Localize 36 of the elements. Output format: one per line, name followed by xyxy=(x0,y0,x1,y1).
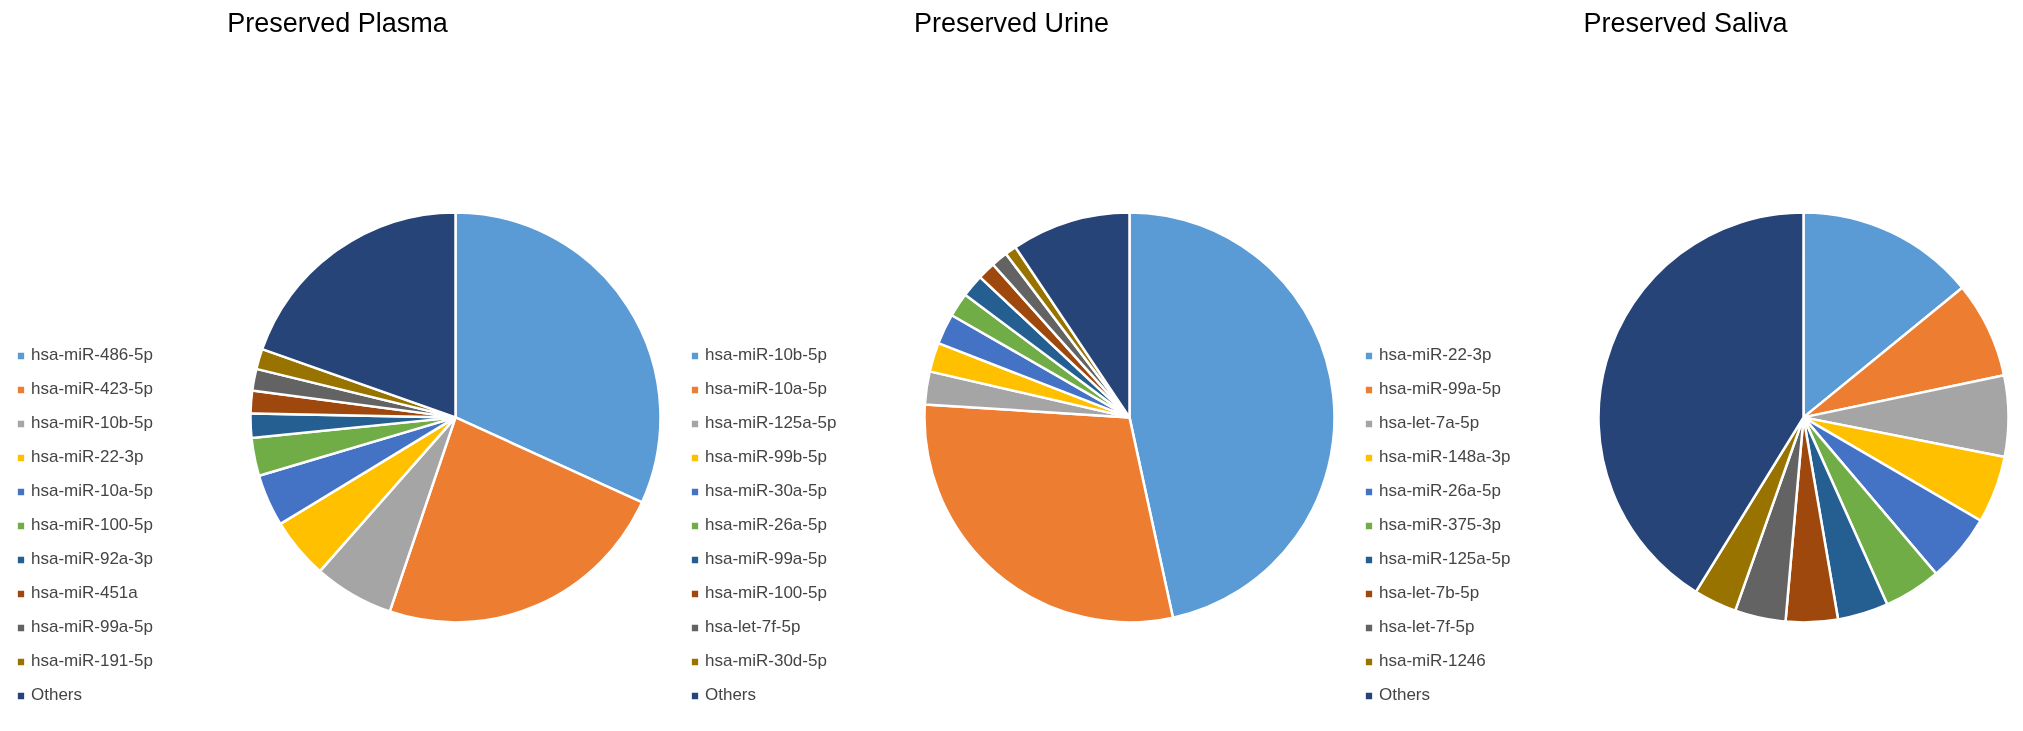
legend-label: hsa-miR-100-5p xyxy=(705,583,827,603)
legend-label: hsa-miR-30d-5p xyxy=(705,651,827,671)
legend-label: hsa-miR-10a-5p xyxy=(705,379,827,399)
legend-label: Others xyxy=(1379,685,1431,705)
legend-label: hsa-miR-10a-5p xyxy=(31,481,153,501)
legend-label: hsa-miR-10b-5p xyxy=(705,345,827,365)
legend-label: Others xyxy=(31,685,83,705)
legend-label: hsa-miR-99b-5p xyxy=(705,447,827,467)
legend-label: hsa-miR-30a-5p xyxy=(705,481,827,501)
legend-label: hsa-miR-191-5p xyxy=(31,651,153,671)
chart-title: Preserved Urine xyxy=(913,7,1110,38)
legend-label: hsa-miR-100-5p xyxy=(31,515,153,535)
legend-label: hsa-miR-26a-5p xyxy=(705,515,827,535)
legend-label: hsa-miR-99a-5p xyxy=(31,617,153,637)
legend-label: hsa-let-7f-5p xyxy=(705,617,801,637)
legend-label: hsa-miR-125a-5p xyxy=(1379,549,1511,569)
legend-label: hsa-miR-148a-3p xyxy=(1379,447,1511,467)
legend-label: hsa-miR-451a xyxy=(31,583,138,603)
legend-label: hsa-miR-1246 xyxy=(1379,651,1486,671)
legend-label: hsa-miR-92a-3p xyxy=(31,549,153,569)
legend-label: hsa-let-7f-5p xyxy=(1379,617,1475,637)
legend-label: hsa-miR-99a-5p xyxy=(705,549,827,569)
legend-label: hsa-let-7a-5p xyxy=(1379,413,1480,433)
chart-title: Preserved Saliva xyxy=(1583,7,1789,38)
legend-label: Others xyxy=(705,685,757,705)
legend-label: hsa-miR-26a-5p xyxy=(1379,481,1501,501)
legend-label: hsa-miR-125a-5p xyxy=(705,413,837,433)
legend-label: hsa-miR-423-5p xyxy=(31,379,153,399)
legend-label: hsa-miR-22-3p xyxy=(1379,345,1492,365)
legend-label: hsa-miR-10b-5p xyxy=(31,413,153,433)
chart-title: Preserved Plasma xyxy=(227,7,449,38)
legend-label: hsa-miR-22-3p xyxy=(31,447,144,467)
legend-label: hsa-miR-486-5p xyxy=(31,345,153,365)
legend-label: hsa-miR-375-3p xyxy=(1379,515,1501,535)
legend-label: hsa-let-7b-5p xyxy=(1379,583,1480,603)
legend-label: hsa-miR-99a-5p xyxy=(1379,379,1501,399)
